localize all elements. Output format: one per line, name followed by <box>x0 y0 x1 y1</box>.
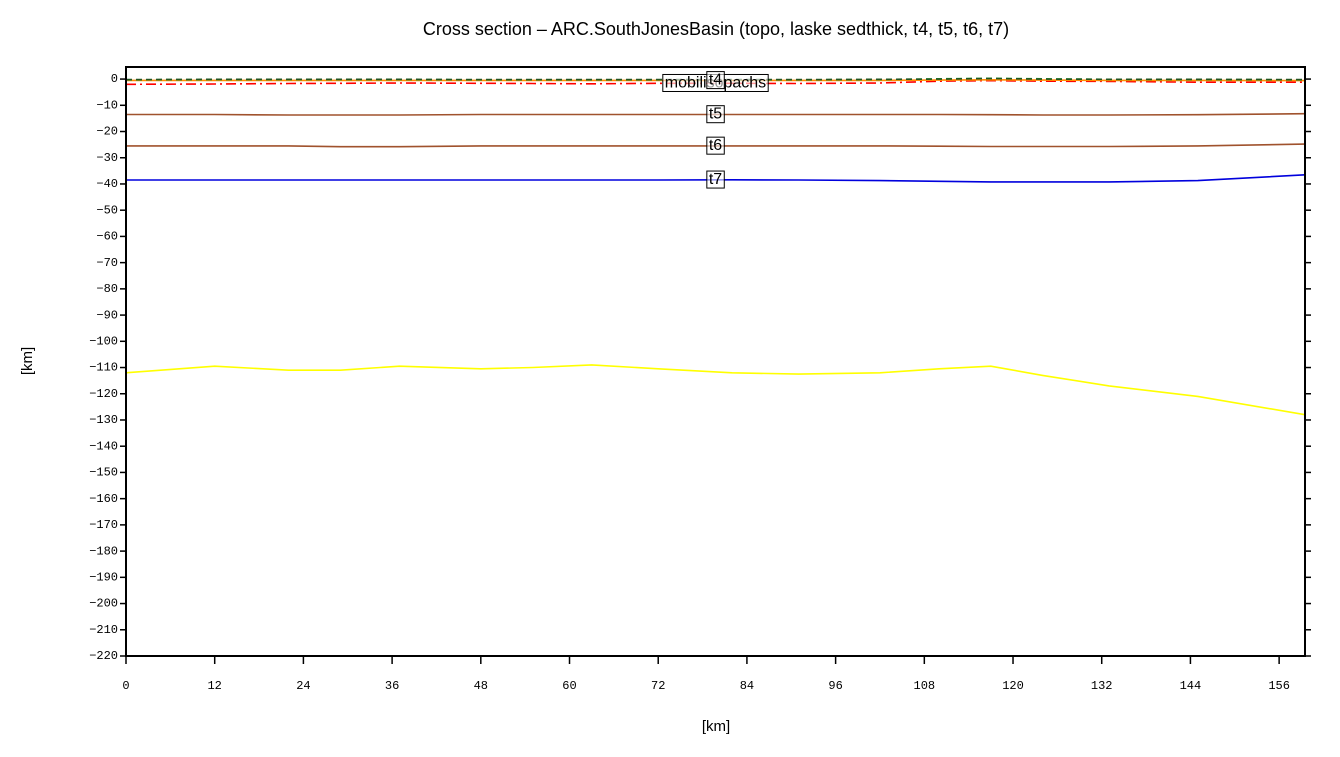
x-tick-label: 36 <box>385 679 399 693</box>
x-tick-label: 96 <box>828 679 842 693</box>
y-tick-label: −190 <box>89 570 118 584</box>
x-tick-label: 0 <box>122 679 129 693</box>
line-label: t7 <box>709 171 722 188</box>
series-line <box>125 77 1306 81</box>
plot-frame <box>125 66 1306 657</box>
y-tick-label: −140 <box>89 439 118 453</box>
line-label: t5 <box>709 106 722 123</box>
y-tick-label: −20 <box>96 125 118 139</box>
y-tick-label: −200 <box>89 597 118 611</box>
line-label-box <box>706 136 725 155</box>
x-tick-label: 48 <box>474 679 488 693</box>
x-tick-label: 72 <box>651 679 665 693</box>
y-tick-label: 0 <box>111 72 118 86</box>
x-tick-label: 12 <box>207 679 221 693</box>
y-tick-label: −60 <box>96 230 118 244</box>
y-tick-label: −220 <box>89 649 118 663</box>
y-tick-label: −170 <box>89 518 118 532</box>
y-tick-label: −180 <box>89 544 118 558</box>
line-label: t6 <box>709 137 722 154</box>
series-line <box>125 364 1306 416</box>
x-tick-label: 108 <box>914 679 936 693</box>
y-tick-label: −40 <box>96 177 118 191</box>
line-label: t4 <box>709 72 722 89</box>
y-tick-label: −30 <box>96 151 118 165</box>
y-tick-label: −10 <box>96 98 118 112</box>
series-line <box>126 143 1306 148</box>
y-tick-label: −70 <box>96 256 118 270</box>
y-tick-label: −50 <box>96 203 118 217</box>
x-tick-label: 24 <box>296 679 310 693</box>
x-tick-label: 84 <box>740 679 754 693</box>
x-tick-label: 120 <box>1002 679 1024 693</box>
y-axis-label: [km] <box>19 347 36 375</box>
y-tick-label: −110 <box>89 361 118 375</box>
y-tick-label: −90 <box>96 308 118 322</box>
y-tick-label: −160 <box>89 492 118 506</box>
y-tick-label: −210 <box>89 623 118 637</box>
line-label-box <box>706 170 725 189</box>
y-tick-label: −80 <box>96 282 118 296</box>
x-tick-label: 144 <box>1180 679 1202 693</box>
series-line <box>126 174 1306 183</box>
line-label-box <box>706 105 725 124</box>
x-tick-label: 132 <box>1091 679 1113 693</box>
x-tick-label: 60 <box>562 679 576 693</box>
x-tick-label: 156 <box>1268 679 1290 693</box>
y-tick-label: −150 <box>89 466 118 480</box>
y-tick-label: −120 <box>89 387 118 401</box>
x-axis-label: [km] <box>702 718 730 735</box>
y-tick-label: −130 <box>89 413 118 427</box>
y-tick-label: −100 <box>89 334 118 348</box>
series-line <box>126 112 1306 116</box>
chart-title: Cross section – ARC.SouthJonesBasin (top… <box>423 19 1009 39</box>
line-label-box <box>706 71 725 90</box>
